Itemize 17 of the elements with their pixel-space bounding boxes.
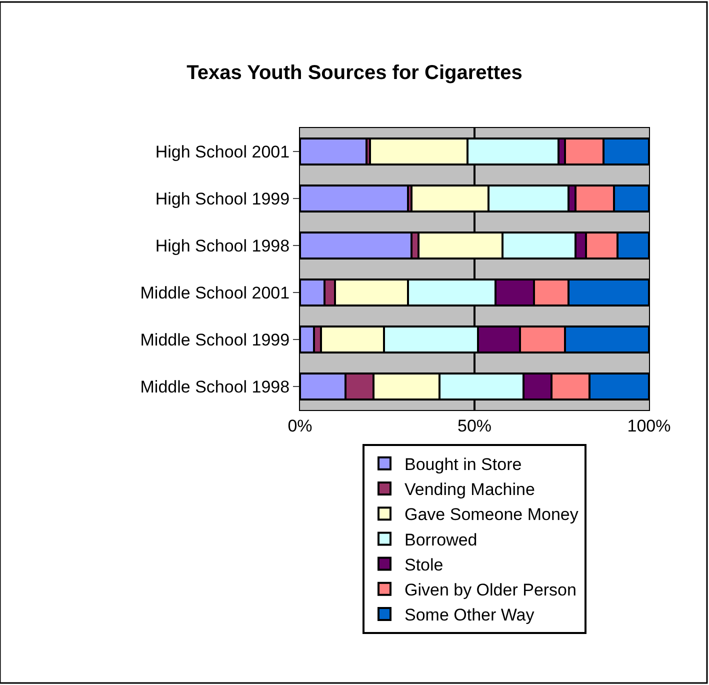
legend-label: Borrowed [404,530,478,550]
x-tick-label: 100% [627,416,671,436]
legend-label: Vending Machine [404,480,535,500]
legend-label: Stole [404,555,444,574]
legend-label: Some Other Way [404,606,535,625]
y-tick-label: High School 1999 [155,189,290,208]
y-tick-label: Middle School 2001 [140,283,290,302]
x-tick-label: 0% [288,416,312,436]
legend-label: Bought in Store [404,455,522,474]
y-tick-label: Middle School 1998 [140,377,290,396]
chart-title: Texas Youth Sources for Cigarettes [186,62,522,84]
x-tick-label: 50% [457,416,492,436]
y-tick-label: High School 1998 [155,236,290,256]
y-tick-label: Middle School 1999 [140,330,290,350]
legend-label: Gave Someone Money [404,505,579,524]
y-tick-label: High School 2001 [155,142,290,162]
legend-label: Given by Older Person [404,580,576,600]
